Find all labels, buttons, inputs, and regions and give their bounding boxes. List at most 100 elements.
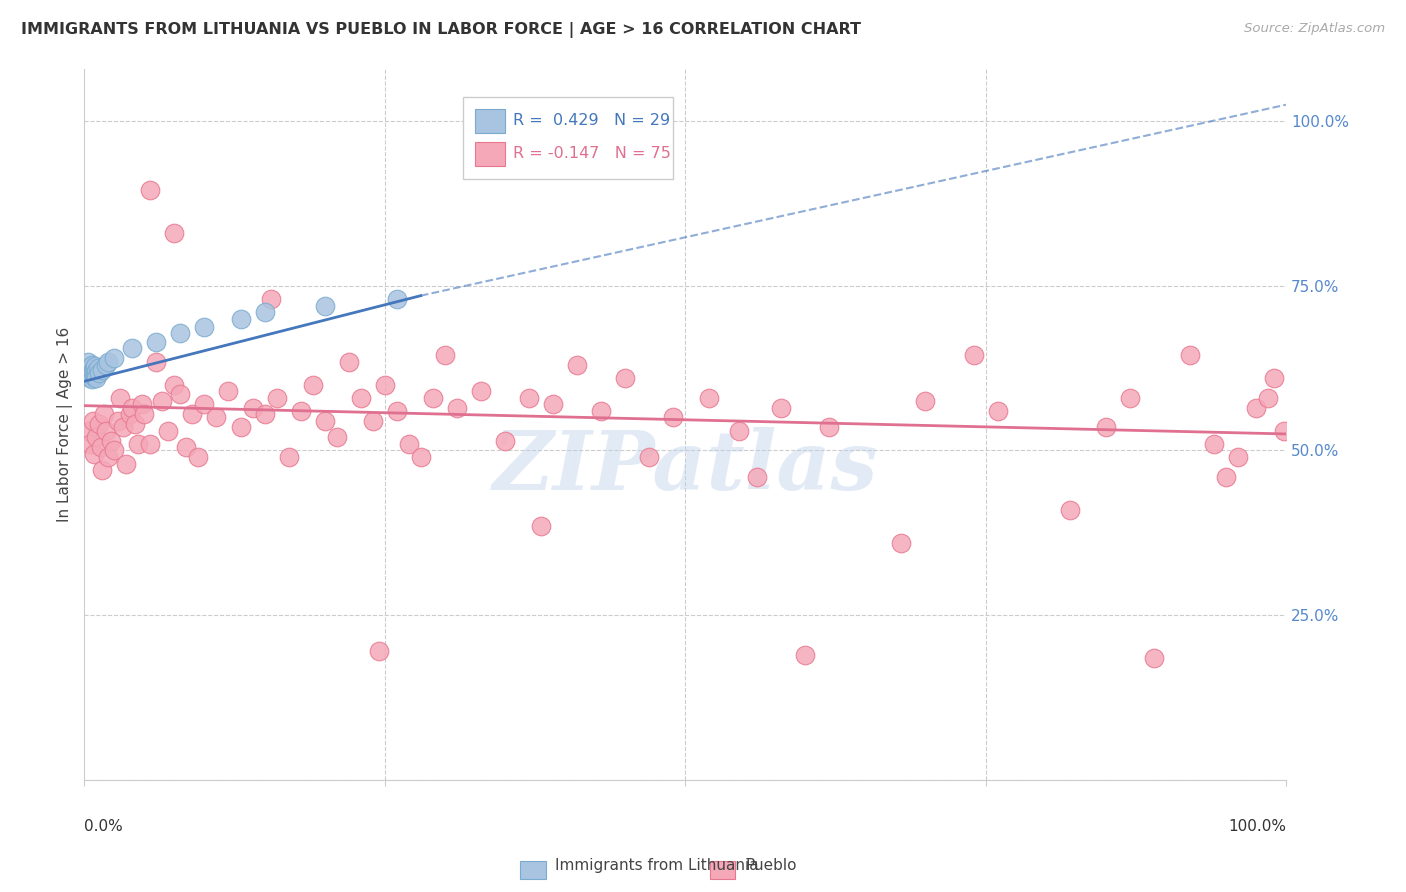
Point — [614, 371, 637, 385]
Text: Source: ZipAtlas.com: Source: ZipAtlas.com — [1244, 22, 1385, 36]
Text: R =  0.429   N = 29: R = 0.429 N = 29 — [513, 113, 671, 128]
Text: R = -0.147   N = 75: R = -0.147 N = 75 — [513, 146, 671, 161]
Point — [398, 437, 420, 451]
Point — [103, 351, 125, 366]
Point — [103, 443, 125, 458]
FancyBboxPatch shape — [475, 143, 505, 166]
FancyBboxPatch shape — [463, 97, 673, 178]
Point — [290, 404, 312, 418]
Point — [79, 437, 101, 451]
Point — [1226, 450, 1249, 464]
Point — [337, 354, 360, 368]
Point — [77, 361, 100, 376]
Point — [205, 410, 228, 425]
Point — [259, 292, 281, 306]
Point — [253, 305, 276, 319]
Point — [82, 414, 104, 428]
Point — [169, 387, 191, 401]
Point — [367, 644, 389, 658]
Point — [76, 364, 98, 378]
Point — [121, 342, 143, 356]
Point — [361, 414, 384, 428]
Point — [97, 450, 120, 464]
Text: IMMIGRANTS FROM LITHUANIA VS PUEBLO IN LABOR FORCE | AGE > 16 CORRELATION CHART: IMMIGRANTS FROM LITHUANIA VS PUEBLO IN L… — [21, 22, 860, 38]
Point — [80, 358, 103, 372]
Point — [229, 311, 252, 326]
FancyBboxPatch shape — [475, 109, 505, 133]
Point — [131, 397, 153, 411]
Point — [325, 430, 347, 444]
Point — [1178, 348, 1201, 362]
Point — [87, 366, 110, 380]
Point — [181, 407, 204, 421]
Point — [79, 368, 101, 382]
Point — [962, 348, 984, 362]
Point — [134, 407, 156, 421]
Point — [314, 414, 336, 428]
Point — [494, 434, 516, 448]
Point — [229, 420, 252, 434]
Point — [93, 407, 115, 421]
Point — [83, 369, 105, 384]
Point — [83, 447, 105, 461]
Point — [77, 354, 100, 368]
FancyBboxPatch shape — [710, 861, 735, 879]
Point — [1257, 391, 1279, 405]
Point — [84, 430, 107, 444]
Text: Pueblo: Pueblo — [745, 858, 797, 872]
Point — [83, 361, 105, 376]
Point — [433, 348, 456, 362]
Point — [1202, 437, 1225, 451]
Point — [314, 299, 336, 313]
Point — [301, 377, 323, 392]
Point — [77, 424, 100, 438]
Point — [157, 424, 180, 438]
Point — [115, 457, 138, 471]
Point — [1244, 401, 1267, 415]
Point — [1119, 391, 1142, 405]
Point — [145, 354, 167, 368]
Point — [770, 401, 793, 415]
Point — [422, 391, 444, 405]
Point — [914, 394, 936, 409]
Point — [697, 391, 720, 405]
Point — [253, 407, 276, 421]
Point — [266, 391, 288, 405]
Point — [107, 414, 129, 428]
Point — [118, 407, 141, 421]
Point — [446, 401, 468, 415]
Point — [79, 371, 101, 385]
Point — [86, 361, 108, 376]
Point — [565, 358, 588, 372]
Point — [818, 420, 841, 434]
Point — [163, 377, 186, 392]
Point — [124, 417, 146, 431]
Point — [374, 377, 396, 392]
Point — [517, 391, 540, 405]
Point — [638, 450, 661, 464]
Point — [163, 226, 186, 240]
Point — [94, 358, 117, 372]
Y-axis label: In Labor Force | Age > 16: In Labor Force | Age > 16 — [58, 326, 73, 522]
Text: 0.0%: 0.0% — [84, 819, 124, 834]
Point — [1143, 650, 1166, 665]
Point — [1059, 502, 1081, 516]
Point — [409, 450, 432, 464]
Point — [97, 354, 120, 368]
Point — [82, 363, 104, 377]
Point — [728, 424, 751, 438]
Point — [385, 404, 408, 418]
Point — [84, 359, 107, 373]
Point — [169, 326, 191, 341]
Point — [890, 535, 912, 549]
Point — [747, 469, 769, 483]
Text: ZIPatlas: ZIPatlas — [492, 426, 877, 507]
Point — [145, 334, 167, 349]
Point — [91, 463, 114, 477]
Point — [127, 437, 149, 451]
FancyBboxPatch shape — [520, 861, 546, 879]
Point — [111, 420, 134, 434]
Point — [1263, 371, 1285, 385]
Point — [1215, 469, 1237, 483]
Point — [242, 401, 264, 415]
